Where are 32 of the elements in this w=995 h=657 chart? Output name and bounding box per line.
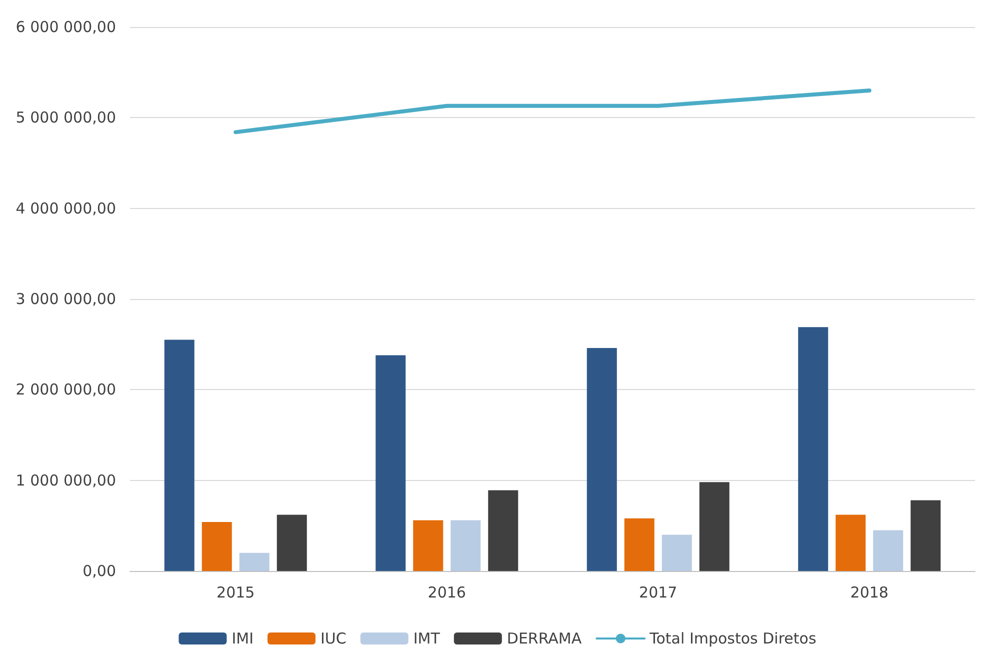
y-tick-label: 4 000 000,00 bbox=[16, 199, 116, 218]
y-tick-label: 6 000 000,00 bbox=[16, 18, 116, 36]
bar bbox=[276, 514, 307, 571]
bar bbox=[239, 552, 270, 571]
bar bbox=[413, 520, 444, 571]
legend-label: DERRAMA bbox=[506, 630, 582, 648]
bar bbox=[798, 327, 828, 571]
bar bbox=[450, 520, 481, 571]
legend-label: IMT bbox=[413, 630, 441, 648]
legend-label: IUC bbox=[320, 630, 346, 648]
bar bbox=[202, 522, 232, 571]
y-tick-label: 3 000 000,00 bbox=[16, 290, 116, 308]
bar bbox=[164, 340, 194, 571]
bar bbox=[488, 490, 518, 571]
x-tick-label: 2017 bbox=[639, 584, 678, 602]
y-tick-label: 0,00 bbox=[82, 562, 116, 580]
bar bbox=[376, 355, 406, 571]
bar bbox=[586, 348, 617, 571]
x-tick-label: 2015 bbox=[216, 584, 255, 602]
y-tick-label: 2 000 000,00 bbox=[16, 380, 116, 399]
legend-label: Total Impostos Diretos bbox=[648, 630, 816, 648]
bar bbox=[624, 518, 654, 571]
bar bbox=[699, 482, 730, 571]
bar bbox=[662, 534, 692, 571]
bar bbox=[836, 514, 866, 571]
x-tick-label: 2016 bbox=[428, 584, 466, 602]
x-tick-label: 2018 bbox=[850, 584, 888, 602]
y-tick-label: 5 000 000,00 bbox=[16, 108, 116, 127]
bar bbox=[873, 530, 904, 571]
y-tick-label: 1 000 000,00 bbox=[16, 471, 116, 490]
legend-label: IMI bbox=[232, 630, 254, 648]
bar bbox=[910, 500, 941, 571]
